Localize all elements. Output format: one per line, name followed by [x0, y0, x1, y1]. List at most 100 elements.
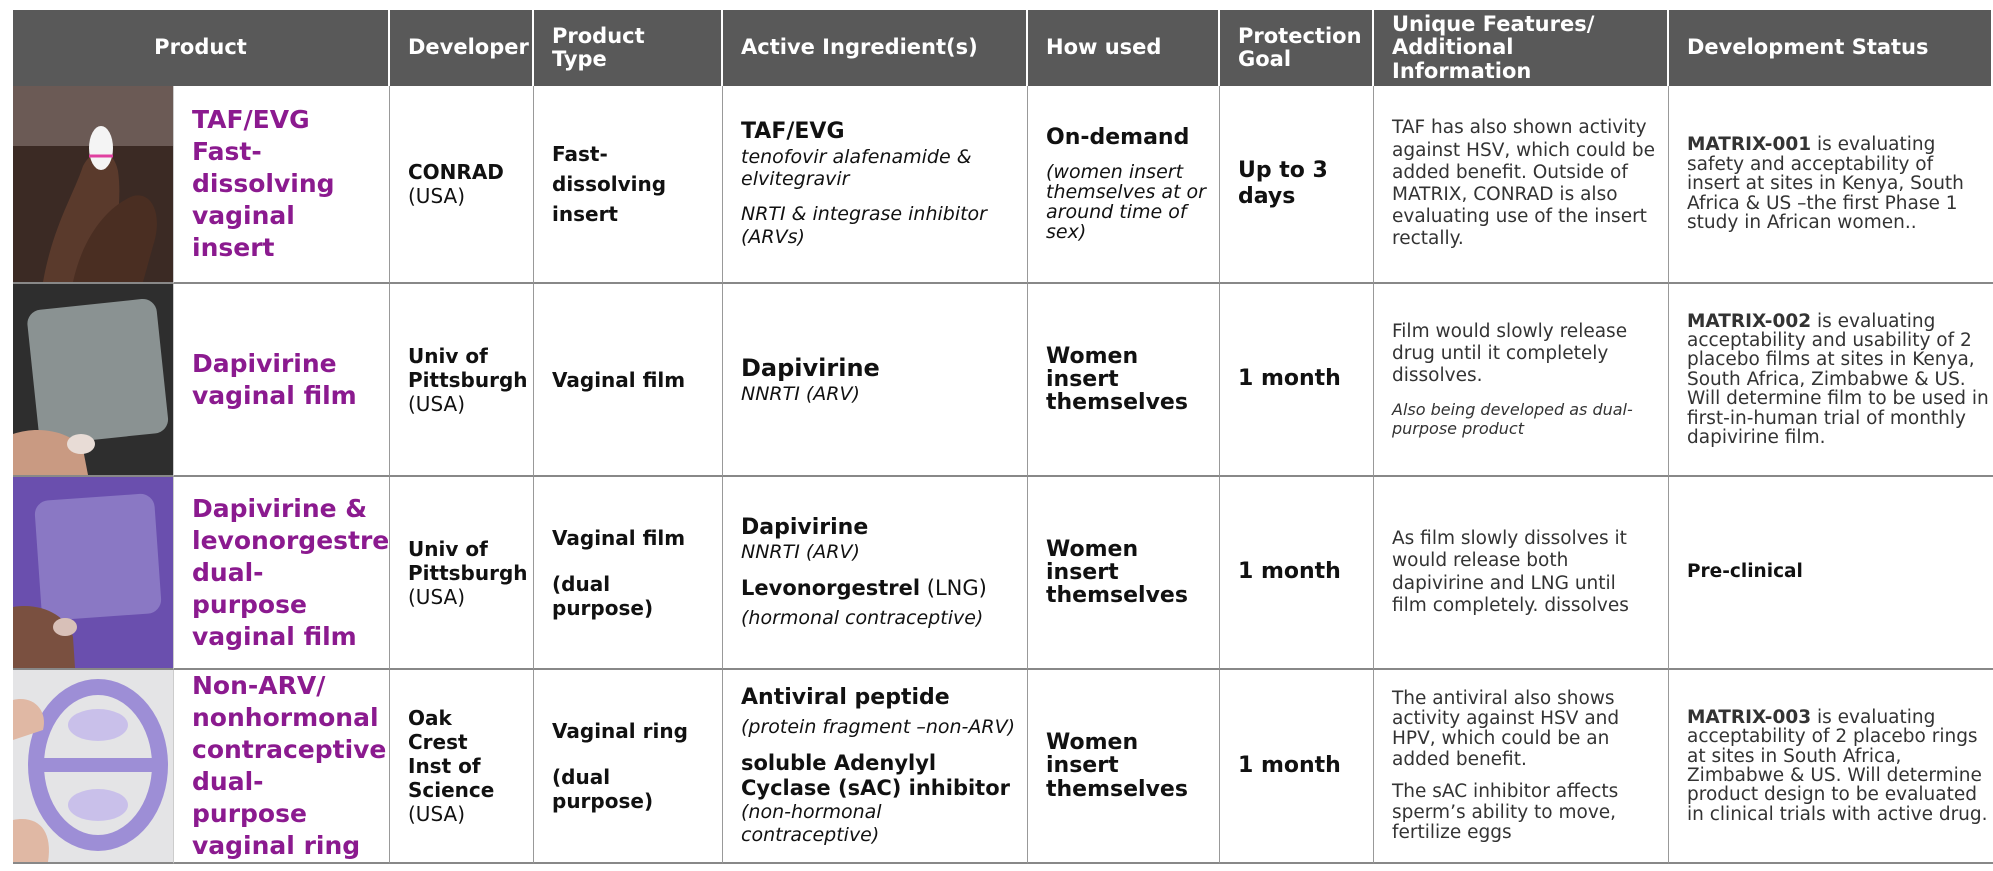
- graphic: [34, 493, 162, 621]
- status-cell: MATRIX-002 is evaluating acceptability a…: [1669, 284, 1993, 477]
- status-cell: MATRIX-003 is evaluating acceptability o…: [1669, 670, 1993, 864]
- how-used: Women insert themselves: [1046, 730, 1188, 802]
- ingredient-detail: tenofovir alafenamide & elvitegravir: [741, 145, 972, 191]
- goal-cell: Up to 3 days: [1220, 86, 1374, 284]
- graphic: [67, 434, 95, 454]
- photo-ring: [13, 670, 173, 862]
- header-cell: Protection Goal: [1220, 10, 1374, 86]
- text-block: MATRIX-003 is evaluating acceptability o…: [1687, 708, 1989, 825]
- graphic: [68, 789, 128, 821]
- developer-name: Univ of Pittsburgh: [408, 536, 528, 585]
- protection-goal: 1 month: [1238, 559, 1341, 585]
- feature-text: TAF has also shown activity against HSV,…: [1392, 117, 1656, 250]
- status-cell: Pre-clinical: [1669, 477, 1993, 670]
- trial-id: MATRIX-002: [1687, 310, 1812, 332]
- goal-cell: 1 month: [1220, 477, 1374, 670]
- protection-goal: 1 month: [1238, 752, 1341, 778]
- product-type: Vaginal ring: [552, 719, 688, 743]
- type-cell: Fast-dissolving insert: [534, 86, 723, 284]
- goal-cell: 1 month: [1220, 670, 1374, 864]
- ingredient-cell: Antiviral peptide (protein fragment –non…: [723, 670, 1028, 864]
- ingredient: soluble Adenylyl Cyclase (sAC) inhibitor: [741, 750, 1010, 800]
- protection-goal: 1 month: [1238, 366, 1341, 392]
- product-cell: Dapivirine & levonorgestrel dual-purpose…: [174, 477, 390, 670]
- header-cell: Product: [13, 10, 390, 86]
- developer-cell: Oak Crest Inst of Science (USA): [390, 670, 534, 864]
- developer-country: (USA): [408, 584, 465, 609]
- how-used-cell: On-demand (women insert themselves at or…: [1028, 86, 1220, 284]
- product-cell: TAF/EVG Fast-dissolving vaginal insert: [174, 86, 390, 284]
- feature-text: Film would slowly release drug until it …: [1392, 321, 1628, 387]
- product-photo: [13, 477, 174, 670]
- trial-id: MATRIX-001: [1687, 134, 1812, 156]
- product-type: Vaginal film: [552, 367, 686, 392]
- product-type-note: (dual purpose): [552, 765, 654, 813]
- protection-goal: Up to 3 days: [1238, 157, 1328, 209]
- product-name: TAF/EVG Fast-dissolving vaginal insert: [192, 105, 335, 262]
- developer-name: CONRAD: [408, 160, 504, 184]
- graphic: [41, 758, 155, 772]
- ingredient: Dapivirine: [741, 514, 869, 540]
- ingredient: Dapivirine: [741, 353, 880, 382]
- graphic: [68, 709, 128, 741]
- graphic: [53, 618, 77, 636]
- how-used: On-demand: [1046, 124, 1190, 150]
- developer-country: (USA): [408, 184, 465, 208]
- features-cell: As film slowly dissolves it would releas…: [1374, 477, 1669, 670]
- type-cell: Vaginal film (dual purpose): [534, 477, 723, 670]
- product-type: Vaginal film: [552, 525, 686, 550]
- product-photo: [13, 86, 174, 284]
- status-text: is evaluating safety and acceptability o…: [1687, 134, 1964, 234]
- trial-id: MATRIX-003: [1687, 706, 1812, 728]
- ingredient-cell: Dapivirine NNRTI (ARV) Levonorgestrel (L…: [723, 477, 1028, 670]
- header-cell: Product Type: [534, 10, 723, 86]
- ingredient: Levonorgestrel: [741, 576, 921, 601]
- graphic: [13, 819, 49, 862]
- how-used-cell: Women insert themselves: [1028, 670, 1220, 864]
- product-name: Non-ARV/ nonhormonal contraceptive dual-…: [192, 671, 387, 860]
- how-used: Women insert themselves: [1046, 343, 1188, 416]
- ingredient-class: NRTI & integrase inhibitor (ARVs): [741, 203, 987, 248]
- product-table: Product Developer Product Type Active In…: [13, 10, 1993, 864]
- developer-country: (USA): [408, 802, 465, 826]
- product-name: Dapivirine vaginal film: [192, 348, 357, 410]
- product-photo: [13, 670, 174, 864]
- developer-name: Univ of Pittsburgh: [408, 343, 528, 392]
- features-cell: The antiviral also shows activity agains…: [1374, 670, 1669, 864]
- ingredient-class: (non-hormonal contraceptive): [741, 800, 882, 846]
- goal-cell: 1 month: [1220, 284, 1374, 477]
- ingredient-cell: TAF/EVG tenofovir alafenamide & elvitegr…: [723, 86, 1028, 284]
- status-text: is evaluating acceptability and usabilit…: [1687, 310, 1989, 449]
- ingredient-abbrev: (LNG): [926, 576, 987, 601]
- developer-cell: Univ of Pittsburgh (USA): [390, 284, 534, 477]
- header-cell: Active Ingredient(s): [723, 10, 1028, 86]
- developer-name: Oak Crest Inst of Science: [408, 706, 495, 802]
- photo-dual-film: [13, 477, 173, 668]
- text-block: Levonorgestrel (LNG): [741, 576, 1015, 601]
- ingredient-class: (hormonal contraceptive): [741, 607, 984, 630]
- type-cell: Vaginal film: [534, 284, 723, 477]
- how-used: Women insert themselves: [1046, 536, 1188, 609]
- product-type: Fast-dissolving insert: [552, 142, 667, 226]
- text-block: MATRIX-002 is evaluating acceptability a…: [1687, 310, 1989, 449]
- status-text: is evaluating acceptability of 2 placebo…: [1687, 706, 1988, 825]
- developer-country: (USA): [408, 391, 465, 416]
- header-cell: How used: [1028, 10, 1220, 86]
- developer-cell: CONRAD (USA): [390, 86, 534, 284]
- product-cell: Dapivirine vaginal film: [174, 284, 390, 477]
- product-type-note: (dual purpose): [552, 571, 654, 620]
- status-text: Pre-clinical: [1687, 561, 1803, 583]
- ingredient: Antiviral peptide: [741, 685, 950, 711]
- ingredient-class: NNRTI (ARV): [741, 541, 860, 564]
- header-cell: Developer: [390, 10, 534, 86]
- how-used-note: (women insert themselves at or around ti…: [1046, 161, 1206, 244]
- product-cell: Non-ARV/ nonhormonal contraceptive dual-…: [174, 670, 390, 864]
- feature-note: Also being developed as dual-purpose pro…: [1392, 399, 1633, 438]
- type-cell: Vaginal ring (dual purpose): [534, 670, 723, 864]
- features-cell: Film would slowly release drug until it …: [1374, 284, 1669, 477]
- ingredient-cell: Dapivirine NNRTI (ARV): [723, 284, 1028, 477]
- graphic: [89, 126, 113, 170]
- text-block: MATRIX-001 is evaluating safety and acce…: [1687, 135, 1989, 232]
- how-used-cell: Women insert themselves: [1028, 477, 1220, 670]
